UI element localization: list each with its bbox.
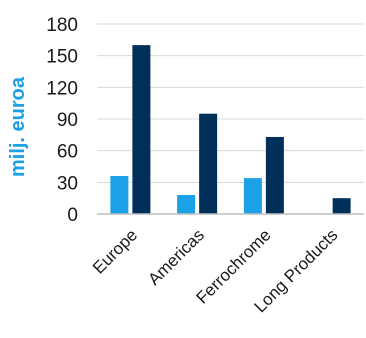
bar-long-products-series-2 bbox=[332, 198, 351, 214]
bar-americas-series-1 bbox=[177, 195, 196, 214]
y-tick-label: 0 bbox=[67, 205, 78, 226]
bar-ferrochrome-series-2 bbox=[265, 136, 284, 214]
y-tick-label: 90 bbox=[57, 110, 78, 131]
bar-americas-series-2 bbox=[199, 113, 218, 214]
y-axis-ticks: 0 30 60 90 120 150 180 bbox=[46, 15, 78, 226]
bars bbox=[110, 45, 351, 214]
y-tick-label: 180 bbox=[46, 15, 78, 36]
x-category-label: Europe bbox=[89, 225, 141, 277]
y-tick-label: 30 bbox=[57, 173, 78, 194]
x-category-label: Americas bbox=[144, 225, 208, 289]
y-tick-label: 120 bbox=[46, 78, 78, 99]
bar-ferrochrome-series-1 bbox=[243, 178, 262, 214]
bar-europe-series-1 bbox=[110, 176, 129, 214]
y-tick-label: 60 bbox=[57, 142, 78, 163]
y-tick-label: 150 bbox=[46, 47, 78, 68]
y-axis-label: milj. euroa bbox=[7, 76, 29, 177]
bar-europe-series-2 bbox=[132, 45, 151, 214]
